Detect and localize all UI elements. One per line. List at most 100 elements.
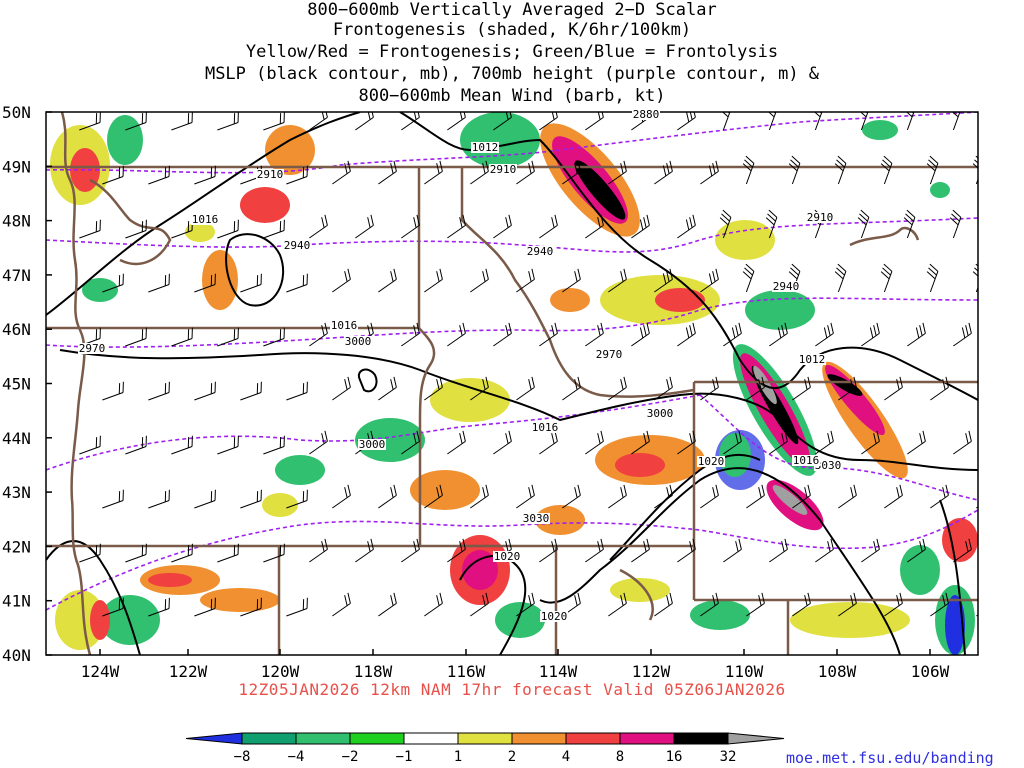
wind-barb [102, 489, 124, 509]
wind-barb [930, 484, 949, 509]
height-label-bg [256, 169, 284, 180]
wind-barb [700, 268, 719, 293]
forecast-label: 12Z05JAN2026 12km NAM 17hr forecast Vali… [238, 680, 786, 699]
wind-barb [834, 263, 847, 293]
wind-barb [217, 435, 239, 455]
wind-barb [815, 322, 834, 347]
wind-barb [654, 160, 673, 185]
credit-link[interactable]: moe.met.fsu.edu/banding [786, 749, 994, 767]
colorbar-swatch [457, 732, 513, 745]
colorbar-arrow-left [185, 732, 243, 745]
wind-barb [401, 214, 420, 239]
wind-barb [907, 430, 926, 455]
lat-label: 48N [2, 212, 31, 231]
title-line-2: Frontogenesis (shaded, K/6hr/100km) [332, 20, 692, 40]
colorbar-swatch [403, 732, 459, 745]
wind-barb [470, 592, 489, 617]
colorbar-swatch [511, 732, 567, 745]
wind-barb [309, 430, 328, 455]
colorbar-label: 1 [454, 749, 462, 765]
wind-barb [194, 273, 216, 293]
height-label-bg [78, 343, 106, 354]
wind-barb [470, 484, 489, 509]
wind-barb [815, 538, 834, 563]
height-label-bg [806, 212, 834, 223]
pressure-label: 1020 [541, 610, 568, 623]
wind-barb [125, 112, 147, 131]
wind-barb [286, 273, 308, 293]
wind-barb [539, 322, 558, 347]
wind-barb [562, 376, 581, 401]
wind-barb [79, 435, 101, 455]
wind-barb [654, 376, 673, 401]
wind-barb [907, 322, 926, 347]
wind-barb [585, 322, 604, 347]
wind-barb [884, 376, 903, 401]
height-label-bg [595, 349, 623, 360]
height-label-bg [344, 336, 372, 347]
wind-barb [723, 322, 742, 347]
pressure-label: 1020 [698, 455, 725, 468]
lat-label: 42N [2, 537, 31, 556]
wind-barb [719, 112, 732, 131]
wind-barb [102, 381, 124, 401]
wind-barb [355, 214, 374, 239]
colorbar-label: −4 [288, 749, 305, 765]
height-label: 2940 [284, 239, 311, 252]
wind-barb [79, 543, 101, 563]
colorbar-arrow-right [727, 732, 785, 745]
wind-barb [539, 214, 558, 239]
wind-barb [976, 386, 978, 401]
height-label: 2970 [79, 342, 106, 355]
colorbar-label: −2 [342, 749, 359, 765]
wind-barb [332, 376, 351, 401]
lon-label: 110W [725, 662, 764, 681]
height-label: 2940 [527, 245, 554, 258]
wind-barb [424, 376, 443, 401]
wind-barb [263, 219, 285, 239]
lon-label: 108W [818, 662, 857, 681]
height-label: 2910 [490, 163, 517, 176]
wind-barb [263, 543, 285, 563]
wind-barb [470, 268, 489, 293]
wind-barb [447, 322, 466, 347]
wind-barb [424, 484, 443, 509]
wind-barb [378, 160, 397, 185]
wind-barb [769, 430, 788, 455]
wind-barb [723, 538, 742, 563]
colorbar: −8 −4 −2 −1 1 2 4 8 16 32 [185, 732, 785, 765]
wind-barb [424, 592, 443, 617]
wind-barb [286, 597, 308, 617]
height-label: 2910 [257, 168, 284, 181]
wind-barb [493, 430, 512, 455]
pressure-label-bg [540, 611, 568, 622]
wind-barb [194, 489, 216, 509]
wind-barb [654, 592, 673, 617]
pressure-label-bg [330, 320, 358, 331]
wind-barb [742, 263, 755, 293]
title-line-4: MSLP (black contour, mb), 700mb height (… [204, 64, 820, 84]
wind-barb [746, 592, 765, 617]
wind-barb [240, 489, 262, 509]
wind-barb [654, 268, 673, 293]
wind-barb [217, 219, 239, 239]
lon-label: 124W [81, 662, 120, 681]
wind-barb [834, 155, 847, 185]
height-label: 3030 [523, 512, 550, 525]
pressure-label-bg [493, 551, 521, 562]
wind-barb [493, 322, 512, 347]
wind-barb [857, 209, 870, 239]
wind-barb [562, 160, 581, 185]
wind-barb [539, 538, 558, 563]
wind-barb [631, 214, 650, 239]
pressure-label: 1016 [793, 454, 820, 467]
wind-barb [148, 597, 170, 617]
wind-barb [447, 430, 466, 455]
height-label-bg [522, 513, 550, 524]
wind-barb [516, 160, 535, 185]
pressure-label-bg [531, 422, 559, 433]
wind-barb [240, 273, 262, 293]
wind-barb [424, 268, 443, 293]
height-label-bg [283, 240, 311, 251]
colorbar-label: 4 [562, 749, 570, 765]
